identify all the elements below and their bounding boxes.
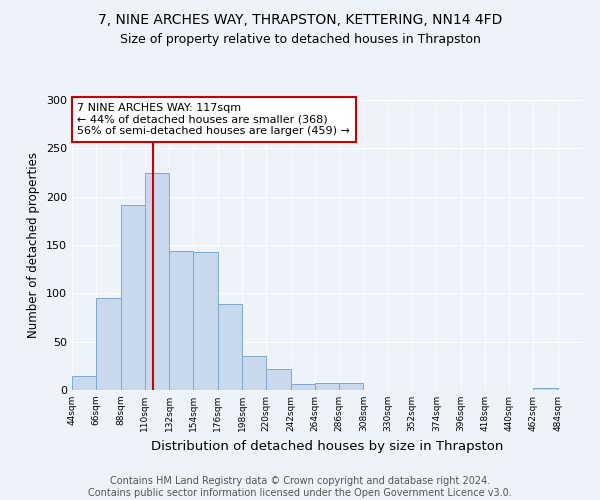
Bar (218, 304, 242, 390)
Text: Contains HM Land Registry data © Crown copyright and database right 2024.
Contai: Contains HM Land Registry data © Crown c… (88, 476, 512, 498)
Bar (193, 252, 218, 390)
Text: Size of property relative to detached houses in Thrapston: Size of property relative to detached ho… (119, 32, 481, 46)
Text: 7, NINE ARCHES WAY, THRAPSTON, KETTERING, NN14 4FD: 7, NINE ARCHES WAY, THRAPSTON, KETTERING… (98, 12, 502, 26)
Bar (145, 174, 169, 390)
Bar (315, 383, 339, 390)
Bar (72, 376, 96, 390)
Bar (242, 356, 266, 390)
Bar (266, 368, 290, 390)
X-axis label: Distribution of detached houses by size in Thrapston: Distribution of detached houses by size … (151, 440, 503, 452)
Bar (290, 384, 315, 390)
Text: 7 NINE ARCHES WAY: 117sqm
← 44% of detached houses are smaller (368)
56% of semi: 7 NINE ARCHES WAY: 117sqm ← 44% of detac… (77, 103, 350, 136)
Bar (533, 388, 558, 390)
Bar (121, 206, 145, 390)
Y-axis label: Number of detached properties: Number of detached properties (28, 152, 40, 338)
Bar (169, 251, 193, 390)
Bar (339, 383, 364, 390)
Bar (96, 298, 121, 390)
